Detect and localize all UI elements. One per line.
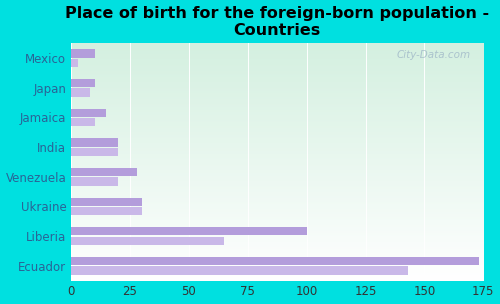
Bar xyxy=(71,88,90,97)
Bar xyxy=(71,79,94,87)
Text: City-Data.com: City-Data.com xyxy=(397,50,471,60)
Bar xyxy=(71,109,106,117)
Bar xyxy=(71,266,408,275)
Bar xyxy=(71,49,94,57)
Bar xyxy=(71,257,478,265)
Bar xyxy=(71,227,306,236)
Bar xyxy=(71,207,142,215)
Bar xyxy=(71,148,118,156)
Bar xyxy=(71,118,94,126)
Bar xyxy=(71,198,142,206)
Bar xyxy=(71,177,118,186)
Bar xyxy=(71,138,118,147)
Title: Place of birth for the foreign-born population -
Countries: Place of birth for the foreign-born popu… xyxy=(65,5,490,38)
Bar xyxy=(71,237,224,245)
Bar xyxy=(71,168,137,176)
Bar xyxy=(71,59,78,67)
